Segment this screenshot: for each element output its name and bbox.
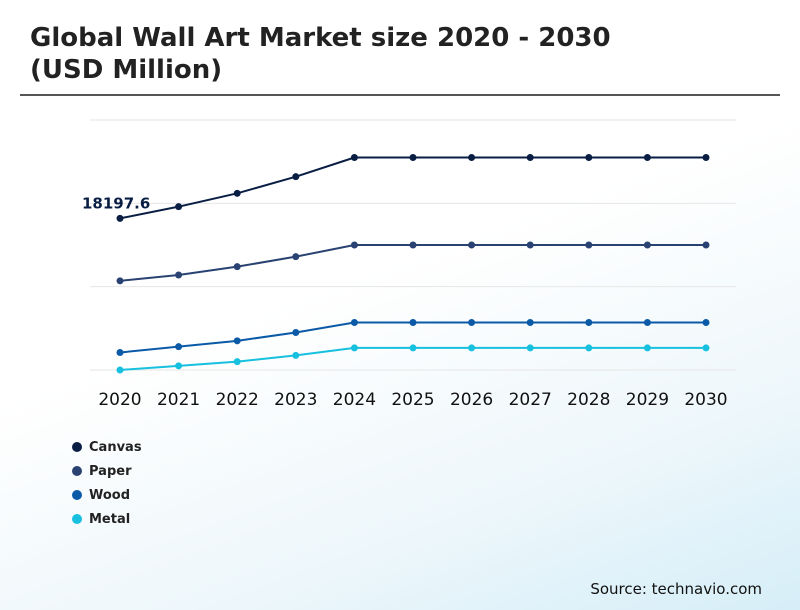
source-note: Source: technavio.com bbox=[590, 580, 762, 598]
legend-item-canvas: Canvas bbox=[72, 435, 142, 459]
data-point-paper bbox=[175, 271, 183, 279]
data-point-wood bbox=[643, 319, 651, 326]
data-point-metal bbox=[526, 344, 534, 352]
legend-item-metal: Metal bbox=[72, 507, 142, 531]
data-point-metal bbox=[702, 344, 710, 352]
data-point-paper bbox=[468, 241, 476, 249]
legend-item-paper: Paper bbox=[72, 459, 142, 483]
data-point-canvas bbox=[526, 154, 534, 161]
annotations: 18197.6 bbox=[82, 194, 150, 212]
series-lines bbox=[116, 154, 710, 374]
data-point-canvas bbox=[116, 214, 124, 222]
data-point-canvas bbox=[292, 173, 300, 181]
data-point-wood bbox=[468, 319, 476, 326]
x-tick-label: 2021 bbox=[157, 390, 200, 410]
data-point-canvas bbox=[175, 203, 183, 211]
legend-marker bbox=[72, 490, 82, 500]
legend-marker bbox=[72, 466, 82, 476]
series-line-canvas bbox=[119, 156, 706, 220]
data-point-paper bbox=[702, 241, 710, 249]
x-tick-label: 2025 bbox=[391, 390, 434, 410]
data-point-paper bbox=[233, 263, 241, 271]
data-point-wood bbox=[116, 349, 124, 356]
data-point-canvas bbox=[350, 154, 358, 161]
data-point-wood bbox=[409, 319, 417, 326]
title-divider bbox=[20, 94, 780, 96]
data-point-wood bbox=[526, 319, 534, 326]
data-point-wood bbox=[175, 343, 183, 351]
gridlines bbox=[90, 119, 736, 371]
legend-label: Paper bbox=[89, 463, 132, 479]
data-point-wood bbox=[702, 319, 710, 326]
data-point-metal bbox=[116, 366, 124, 374]
data-point-wood bbox=[350, 319, 358, 326]
data-point-metal bbox=[643, 344, 651, 352]
legend-label: Wood bbox=[89, 487, 131, 503]
data-point-canvas bbox=[409, 154, 417, 161]
data-point-metal bbox=[175, 362, 183, 370]
data-point-paper bbox=[409, 241, 417, 249]
x-tick-label: 2023 bbox=[274, 390, 317, 410]
data-point-paper bbox=[585, 241, 593, 249]
series-wood bbox=[116, 319, 710, 356]
x-tick-label: 2029 bbox=[626, 390, 669, 410]
series-line-paper bbox=[119, 244, 706, 282]
series-metal bbox=[116, 344, 710, 374]
data-point-metal bbox=[233, 358, 241, 366]
data-point-paper bbox=[350, 241, 358, 249]
legend-marker bbox=[72, 442, 82, 452]
data-point-metal bbox=[409, 344, 417, 352]
data-point-metal bbox=[468, 344, 476, 352]
data-point-paper bbox=[526, 241, 534, 249]
legend-marker bbox=[72, 514, 82, 524]
data-point-paper bbox=[643, 241, 651, 249]
x-tick-label: 2030 bbox=[684, 390, 727, 410]
data-point-wood bbox=[292, 329, 300, 336]
legend-label: Canvas bbox=[89, 439, 142, 455]
data-point-canvas bbox=[643, 154, 651, 161]
data-point-paper bbox=[292, 253, 300, 261]
x-axis: 2020 2021 2022 2023 2024 2025 2026 2027 2028 2029… bbox=[98, 390, 727, 410]
data-point-wood bbox=[585, 319, 593, 326]
x-tick-label: 2027 bbox=[509, 390, 552, 410]
chart-title: Global Wall Art Market size 2020 - 2030 … bbox=[30, 23, 611, 85]
data-point-canvas bbox=[702, 154, 710, 161]
series-canvas bbox=[116, 154, 710, 222]
data-point-canvas bbox=[468, 154, 476, 161]
data-point-metal bbox=[350, 344, 358, 352]
chart-legend: Canvas Paper Wood Metal bbox=[72, 435, 142, 531]
data-point-paper bbox=[116, 277, 124, 285]
data-point-canvas bbox=[233, 189, 241, 197]
x-tick-label: 2026 bbox=[450, 390, 493, 410]
data-point-canvas bbox=[585, 154, 593, 161]
legend-item-wood: Wood bbox=[72, 483, 142, 507]
x-tick-label: 2028 bbox=[567, 390, 610, 410]
data-point-metal bbox=[585, 344, 593, 352]
legend-label: Metal bbox=[89, 511, 131, 527]
x-tick-label: 2020 bbox=[98, 390, 141, 410]
data-point-metal bbox=[292, 351, 300, 359]
series-paper bbox=[116, 241, 710, 285]
data-label: 18197.6 bbox=[82, 194, 150, 212]
x-tick-label: 2024 bbox=[333, 390, 376, 410]
data-point-wood bbox=[233, 337, 241, 345]
x-tick-label: 2022 bbox=[216, 390, 259, 410]
